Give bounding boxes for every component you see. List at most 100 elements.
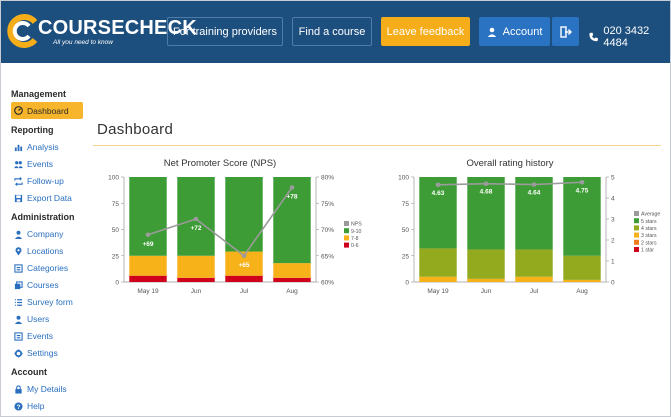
legend-swatch	[634, 247, 639, 252]
line-point	[435, 182, 441, 188]
legend-swatch	[634, 218, 639, 224]
legend-label: 7-8	[351, 236, 359, 242]
sidebar-item-dashboard[interactable]: Dashboard	[11, 102, 83, 119]
bar-segment-9-10	[129, 177, 167, 256]
bar-segment-7-8	[129, 255, 167, 276]
sidebar-item-courses[interactable]: Courses	[14, 278, 59, 292]
y-tick-label: 0	[405, 280, 409, 287]
list-alt-icon	[14, 263, 23, 273]
map-marker-icon	[15, 246, 22, 256]
sidebar-item-analysis[interactable]: Analysis	[14, 140, 59, 154]
y2-tick-label: 60%	[321, 280, 334, 287]
find-course-button[interactable]: Find a course	[292, 17, 372, 46]
line-point	[531, 182, 537, 187]
x-tick-label: Jul	[530, 288, 539, 295]
line-point	[145, 232, 151, 238]
sidebar-item-label: Settings	[27, 348, 58, 358]
legend-swatch	[634, 239, 639, 245]
top-header: COURSECHECK All you need to know For tra…	[1, 1, 670, 63]
x-tick-label: May 19	[427, 288, 449, 295]
chart-title: Net Promoter Score (NPS)	[164, 158, 276, 169]
sidebar-item-label: Events	[27, 159, 53, 169]
bar-segment-0-6	[225, 275, 263, 282]
lock-icon	[15, 384, 22, 394]
sidebar-item-label: Export Data	[27, 193, 72, 203]
sidebar-item-label: Locations	[27, 246, 64, 256]
sidebar-item-label: Courses	[27, 280, 59, 290]
bar-segment-5-stars	[515, 177, 553, 250]
sidebar-item-users[interactable]: Users	[14, 312, 49, 326]
y-tick-label: 100	[108, 175, 119, 182]
bar-segment-0-6	[177, 277, 215, 282]
y-tick-label: 0	[115, 280, 119, 287]
y-tick-label: 25	[402, 253, 410, 260]
leave-feedback-button[interactable]: Leave feedback	[381, 17, 470, 46]
svg-text:?: ?	[17, 404, 21, 411]
x-tick-label: May 19	[137, 288, 159, 295]
sidebar-item-survey-form[interactable]: Survey form	[14, 295, 73, 309]
page-title: Dashboard	[97, 121, 174, 138]
sidebar-item-settings[interactable]: Settings	[14, 346, 58, 360]
sidebar-item-label: Survey form	[27, 297, 73, 307]
legend-swatch	[344, 235, 349, 241]
y2-tick-label: 65%	[321, 253, 334, 260]
for-training-providers-button[interactable]: For training providers	[167, 17, 283, 46]
sidebar-item-categories[interactable]: Categories	[14, 261, 68, 275]
account-button[interactable]: Account	[479, 17, 550, 46]
list-alt-icon	[14, 331, 23, 341]
y2-tick-label: 0	[611, 280, 615, 287]
phone-contact: 020 3432 4484	[589, 25, 670, 49]
logo-wordmark: COURSECHECK	[38, 17, 197, 39]
legend-swatch	[344, 221, 349, 226]
sidebar-item-help[interactable]: ? Help	[14, 399, 44, 413]
line-point	[579, 179, 585, 185]
logout-button[interactable]	[552, 17, 579, 46]
legend-swatch	[344, 228, 349, 234]
y-tick-label: 75	[112, 201, 120, 208]
line-point	[483, 181, 489, 187]
y2-tick-label: 75%	[321, 201, 334, 208]
legend-label: 3 stars	[641, 233, 657, 239]
sidebar-section-management: Management	[11, 89, 67, 99]
line-point	[193, 216, 199, 222]
x-tick-label: Jun	[481, 288, 492, 295]
legend-swatch	[634, 211, 639, 216]
data-label: 4.63	[432, 190, 445, 197]
data-label: +65	[238, 262, 249, 269]
legend-swatch	[344, 242, 349, 248]
y2-tick-label: 80%	[321, 175, 334, 182]
x-tick-label: Aug	[286, 288, 298, 295]
coursecheck-logo[interactable]: COURSECHECK All you need to know	[7, 12, 197, 52]
user-icon	[14, 315, 23, 324]
x-tick-label: Aug	[576, 288, 588, 295]
y2-tick-label: 5	[611, 175, 615, 182]
bar-segment-0-6	[273, 277, 311, 282]
legend-swatch	[634, 225, 639, 231]
sidebar-item-my-details[interactable]: My Details	[14, 382, 67, 396]
sidebar-item-company[interactable]: Company	[14, 227, 63, 241]
y2-tick-label: 1	[611, 259, 615, 266]
bar-segment-9-10	[177, 177, 215, 256]
sidebar-item-events-report[interactable]: Events	[14, 157, 53, 171]
user-icon	[487, 27, 496, 37]
sidebar-item-events[interactable]: Events	[14, 329, 53, 343]
legend-label: 9-10	[351, 229, 361, 235]
bar-segment-3-stars	[563, 279, 601, 282]
bar-segment-9-10	[225, 177, 263, 252]
sidebar-item-label: Follow-up	[27, 176, 64, 186]
sidebar-item-follow-up[interactable]: Follow-up	[14, 174, 64, 188]
y-tick-label: 100	[398, 175, 409, 182]
bar-segment-3-stars	[515, 276, 553, 282]
bar-segment-5-stars	[467, 177, 505, 250]
phone-number: 020 3432 4484	[603, 25, 650, 49]
sidebar-item-locations[interactable]: Locations	[14, 244, 63, 258]
phone-icon	[589, 32, 598, 42]
line-series	[147, 187, 293, 257]
question-circle-icon: ?	[14, 401, 23, 411]
sidebar-item-export-data[interactable]: Export Data	[14, 191, 72, 205]
bar-segment-7-8	[273, 263, 311, 278]
sidebar-item-label: Analysis	[27, 142, 59, 152]
data-label: 4.68	[480, 189, 493, 196]
sidebar-item-label: Users	[27, 314, 50, 324]
